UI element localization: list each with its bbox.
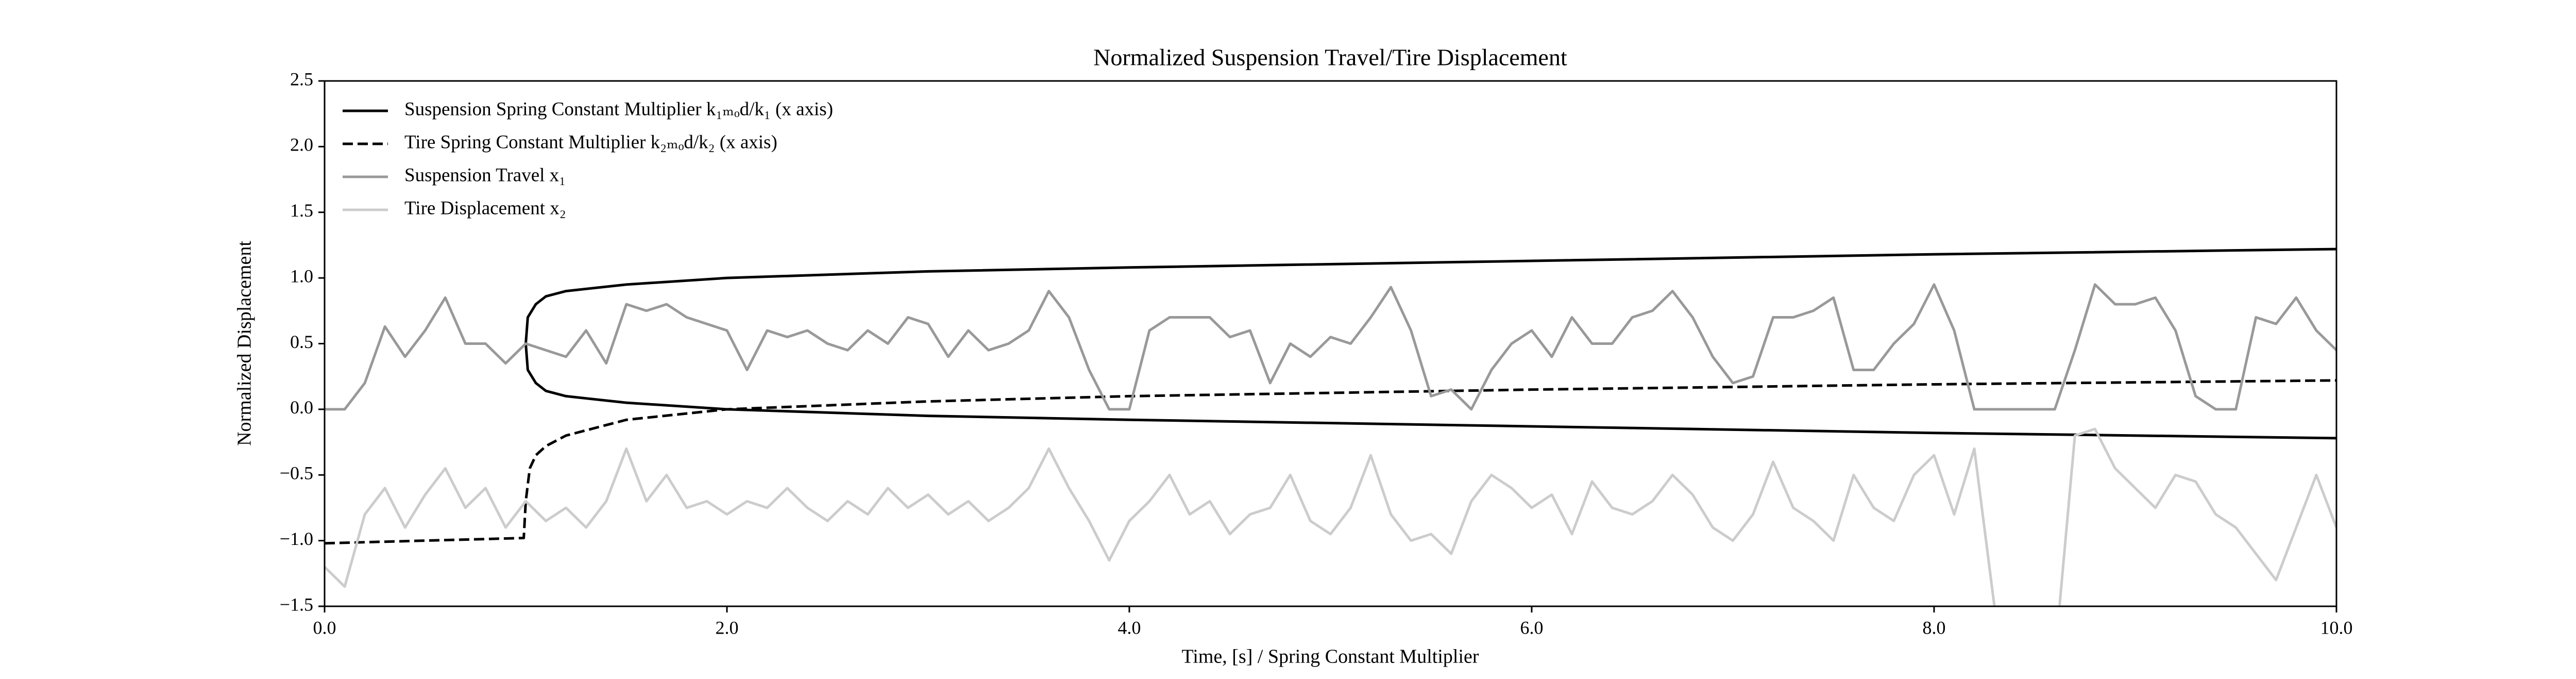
x-tick-label: 8.0 bbox=[1923, 617, 1946, 638]
y-tick-label: 0.5 bbox=[290, 332, 313, 352]
x-tick-label: 2.0 bbox=[716, 617, 739, 638]
plot-area bbox=[325, 247, 2336, 606]
legend-label: Suspension Spring Constant Multiplier k₁… bbox=[404, 98, 833, 120]
legend: Suspension Spring Constant Multiplier k₁… bbox=[343, 98, 833, 219]
x-tick-label: 6.0 bbox=[1520, 617, 1544, 638]
series-line bbox=[325, 283, 2336, 411]
x-tick-label: 10.0 bbox=[2320, 617, 2353, 638]
legend-label: Suspension Travel x₁ bbox=[404, 164, 566, 186]
y-tick-label: 2.5 bbox=[290, 69, 313, 89]
series-line bbox=[325, 379, 2336, 545]
y-axis-label: Normalized Displacement bbox=[234, 241, 256, 446]
y-tick-label: 0.0 bbox=[290, 397, 313, 418]
y-tick-label: 1.5 bbox=[290, 200, 313, 221]
y-tick-label: −0.5 bbox=[280, 463, 313, 484]
x-tick-label: 0.0 bbox=[313, 617, 336, 638]
x-tick-label: 4.0 bbox=[1118, 617, 1141, 638]
x-axis-label: Time, [s] / Spring Constant Multiplier bbox=[1181, 646, 1479, 668]
y-tick-label: −1.5 bbox=[280, 594, 313, 615]
y-tick-label: 1.0 bbox=[290, 266, 313, 286]
legend-label: Tire Displacement x₂ bbox=[404, 197, 566, 219]
chart-title: Normalized Suspension Travel/Tire Displa… bbox=[1093, 44, 1567, 71]
series-line bbox=[325, 427, 2336, 606]
y-tick-label: −1.0 bbox=[280, 528, 313, 549]
y-tick-label: 2.0 bbox=[290, 135, 313, 155]
legend-label: Tire Spring Constant Multiplier k₂ₘₒd/k₂… bbox=[404, 131, 777, 153]
